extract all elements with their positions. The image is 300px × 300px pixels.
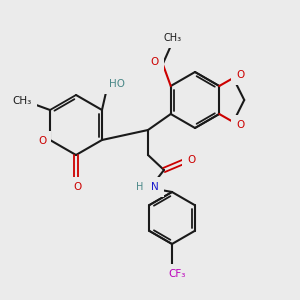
Text: O: O xyxy=(74,182,82,192)
Text: O: O xyxy=(187,155,195,165)
Text: N: N xyxy=(151,182,159,192)
Text: H: H xyxy=(136,182,144,192)
Text: O: O xyxy=(38,136,46,146)
Text: HO: HO xyxy=(109,79,125,89)
Text: O: O xyxy=(236,70,244,80)
Text: CH₃: CH₃ xyxy=(12,96,32,106)
Text: O: O xyxy=(151,57,159,67)
Text: CF₃: CF₃ xyxy=(168,269,186,279)
Text: CH₃: CH₃ xyxy=(164,33,182,43)
Text: O: O xyxy=(236,120,244,130)
